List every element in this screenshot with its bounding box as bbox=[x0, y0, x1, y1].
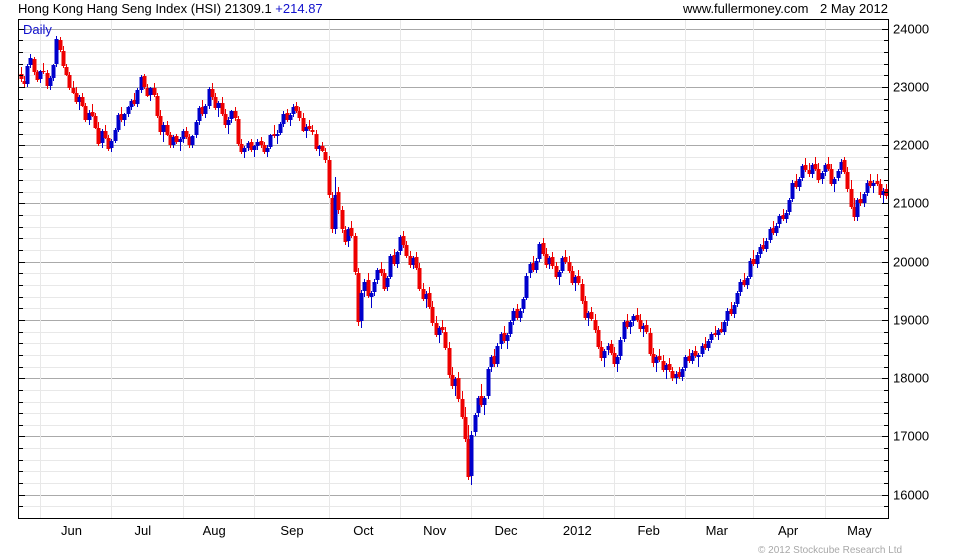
instrument-label: Hong Kong Hang Seng Index (HSI) 21309.1 bbox=[18, 1, 272, 16]
grid-vertical-lines bbox=[40, 20, 826, 518]
x-axis-tick-label: Feb bbox=[637, 523, 660, 538]
candlestick-canvas bbox=[19, 20, 888, 518]
x-axis-tick-label: Jul bbox=[134, 523, 152, 538]
x-axis-tick-label: Mar bbox=[705, 523, 728, 538]
x-axis-tick-label: 2012 bbox=[562, 523, 592, 538]
grid-major-lines bbox=[19, 29, 888, 496]
x-axis-tick-label: Dec bbox=[494, 523, 518, 538]
x-axis-tick-label: May bbox=[847, 523, 872, 538]
y-axis-tick-label: 19000 bbox=[893, 312, 930, 328]
y-axis-tick-label: 23000 bbox=[893, 79, 930, 95]
x-axis-tick-label: Aug bbox=[202, 523, 226, 538]
y-axis-tick-label: 20000 bbox=[893, 254, 930, 270]
change-value: +214.87 bbox=[275, 1, 323, 16]
x-axis-tick-label: Jun bbox=[61, 523, 82, 538]
candlestick-series bbox=[19, 36, 888, 485]
x-axis: Jun Jul Aug Sep Oct Nov Dec 2012 Feb Mar Apr May bbox=[0, 523, 980, 543]
right-axis-ticks bbox=[882, 29, 888, 507]
y-axis-tick-label: 24000 bbox=[893, 21, 930, 37]
website-label: www.fullermoney.com bbox=[683, 1, 809, 16]
chart-date-label: 2 May 2012 bbox=[820, 1, 888, 16]
plot-area[interactable] bbox=[18, 19, 889, 519]
y-axis: 16000 17000 18000 19000 20000 21000 22000 23000… bbox=[893, 19, 973, 519]
chart-header: Hong Kong Hang Seng Index (HSI) 21309.1 … bbox=[0, 0, 980, 18]
y-axis-tick-label: 18000 bbox=[893, 370, 930, 386]
x-axis-tick-label: Nov bbox=[423, 523, 447, 538]
x-axis-tick-label: Apr bbox=[777, 523, 799, 538]
y-axis-tick-label: 21000 bbox=[893, 195, 930, 211]
grid-minor-lines bbox=[19, 40, 888, 507]
x-axis-tick-label: Sep bbox=[280, 523, 304, 538]
y-axis-tick-label: 22000 bbox=[893, 137, 930, 153]
y-axis-tick-label: 16000 bbox=[893, 487, 930, 503]
chart-title: Hong Kong Hang Seng Index (HSI) 21309.1 … bbox=[18, 1, 323, 16]
left-axis-ticks bbox=[19, 29, 25, 507]
x-axis-tick-label: Oct bbox=[353, 523, 374, 538]
copyright-credit: © 2012 Stockcube Research Ltd bbox=[758, 545, 903, 556]
y-axis-tick-label: 17000 bbox=[893, 428, 930, 444]
